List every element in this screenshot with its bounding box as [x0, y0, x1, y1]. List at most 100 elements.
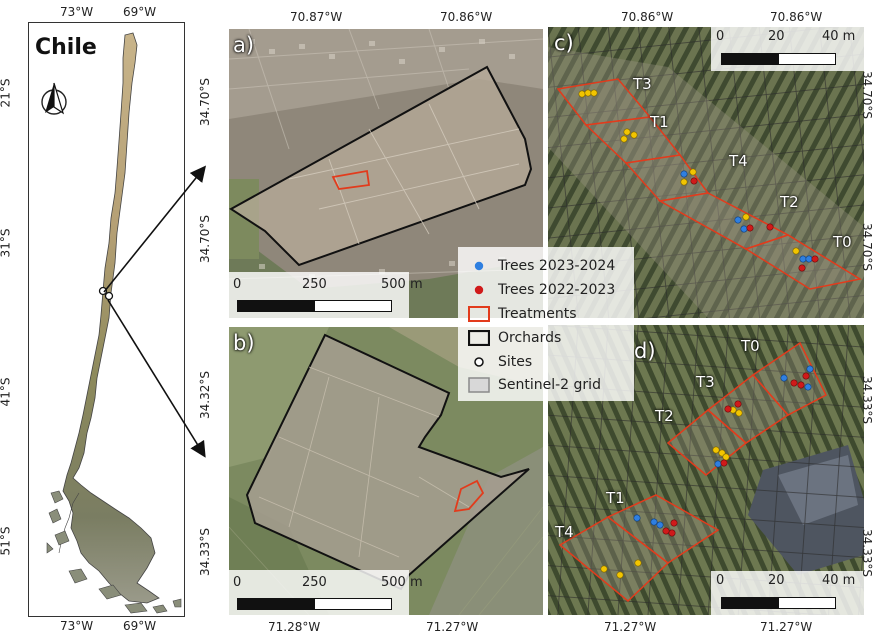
tree-point	[790, 379, 798, 387]
tree-point	[670, 519, 678, 527]
tree-point	[668, 529, 676, 537]
orchard-boundary-b	[245, 333, 530, 591]
panel-a-left-tick-2: 34.70°S	[197, 215, 212, 263]
tree-point	[662, 527, 670, 535]
panel-a-scalebar: 0 250 500 m	[229, 272, 423, 318]
chile-left-tick-2: 31°S	[0, 228, 13, 258]
panel-b-bottom-tick-2: 71.27°W	[426, 620, 479, 634]
chile-top-tick-2: 69°W	[123, 5, 157, 19]
tree-point	[811, 255, 819, 263]
tree-point	[620, 135, 628, 143]
tree-point	[714, 460, 722, 468]
trees-c	[578, 89, 819, 272]
tree-point	[735, 409, 743, 417]
site-marker-1	[98, 286, 108, 296]
panel-b-label: b)	[233, 331, 255, 355]
tree-point	[633, 514, 641, 522]
tree-point	[578, 90, 586, 98]
panel-c-scale-mid: 20	[768, 29, 785, 44]
panel-c-right-tick-2: 34.70°S	[859, 223, 874, 271]
legend-item-sentinel-grid: Sentinel-2 grid	[468, 374, 601, 396]
tree-point	[680, 170, 688, 178]
panel-c-top-tick-1: 70.86°W	[621, 10, 674, 24]
north-arrow-icon	[41, 82, 67, 115]
treatment-rect-b	[453, 479, 485, 513]
tree-point	[780, 374, 788, 382]
grey-grid-cell-icon	[468, 377, 490, 393]
panel-c-label: c)	[554, 31, 574, 55]
tree-point	[804, 383, 812, 391]
tree-point	[634, 559, 642, 567]
tree-point	[689, 168, 697, 176]
panel-c-scale-end: 40 m	[822, 29, 856, 44]
tree-point	[766, 223, 774, 231]
tree-point	[680, 178, 688, 186]
tree-point	[584, 89, 592, 97]
blue-dot-icon	[468, 258, 490, 274]
panel-d-bottom-tick-1: 71.27°W	[604, 620, 657, 634]
treatment-t4-d	[558, 516, 670, 603]
panel-a-scale-bar-white	[314, 300, 392, 312]
treatment-label-t3-c: T3	[633, 75, 652, 93]
treatment-label-t2-c: T2	[780, 193, 799, 211]
panel-d-scale-bar-white	[778, 597, 836, 609]
legend-item-sites: Sites	[468, 351, 532, 373]
black-outline-rect-icon	[468, 330, 490, 346]
tree-point	[734, 400, 742, 408]
tree-point	[805, 255, 813, 263]
treatment-label-t4-c: T4	[729, 152, 748, 170]
panel-b-scale-end: 500 m	[381, 575, 423, 590]
panel-a-scale-zero: 0	[233, 277, 242, 292]
treatment-label-t0-c: T0	[833, 233, 852, 251]
tree-point	[690, 177, 698, 185]
trees-d	[600, 365, 814, 579]
panel-a-scale-bar-black	[237, 300, 315, 312]
panel-b-left-tick-1: 34.32°S	[197, 371, 212, 419]
panel-a-top-tick-1: 70.87°W	[290, 10, 343, 24]
panel-a-scale-end: 500 m	[381, 277, 423, 292]
treatment-t2-d	[666, 409, 748, 476]
legend-label: Trees 2023-2024	[498, 258, 616, 274]
tree-point	[600, 565, 608, 573]
legend-item-treatments: Treatments	[468, 303, 577, 325]
chile-top-tick-1: 73°W	[60, 5, 94, 19]
tree-point	[630, 131, 638, 139]
legend-label: Treatments	[498, 306, 577, 322]
chile-overview-map: Chile	[28, 22, 185, 617]
panel-a-label: a)	[233, 33, 255, 57]
tree-point	[806, 365, 814, 373]
tree-point	[792, 247, 800, 255]
red-dot-icon	[468, 282, 490, 298]
legend-label: Sites	[498, 354, 533, 370]
panel-d-right-tick-2: 34.33°S	[859, 529, 874, 577]
panel-b-scale-mid: 250	[302, 575, 327, 590]
orchard-boundary-a	[229, 65, 533, 267]
panel-c-scale-bar-black	[721, 53, 779, 65]
chile-bottom-tick-2: 69°W	[123, 619, 157, 633]
tree-point	[799, 255, 807, 263]
panel-a-left-tick-1: 34.70°S	[197, 78, 212, 126]
tree-point	[616, 571, 624, 579]
panel-c-scale-zero: 0	[716, 29, 725, 44]
panel-d-right-tick-1: 34.33°S	[859, 376, 874, 424]
panel-d-scale-mid: 20	[768, 573, 785, 588]
legend-item-trees-2023-2024: Trees 2023-2024	[468, 255, 615, 277]
legend-label: Trees 2022-2023	[498, 282, 616, 298]
panel-c-right-tick-1: 34.70°S	[859, 71, 874, 119]
chile-left-tick-1: 21°S	[0, 78, 13, 108]
treatment-label-t1-d: T1	[606, 489, 625, 507]
panel-b-bottom-tick-1: 71.28°W	[268, 620, 321, 634]
tree-point	[740, 225, 748, 233]
panel-d-label: d)	[634, 339, 656, 363]
panel-a-scale-mid: 250	[302, 277, 327, 292]
legend-label: Sentinel-2 grid	[498, 377, 601, 393]
panel-b-scale-zero: 0	[233, 575, 242, 590]
tree-point	[724, 405, 732, 413]
panel-d-scale-end: 40 m	[822, 573, 856, 588]
chile-bottom-tick-1: 73°W	[60, 619, 94, 633]
tree-point	[742, 213, 750, 221]
tree-point	[802, 372, 810, 380]
tree-point	[650, 518, 658, 526]
site-marker-2	[104, 291, 114, 301]
panel-b-scalebar: 0 250 500 m	[229, 570, 423, 615]
